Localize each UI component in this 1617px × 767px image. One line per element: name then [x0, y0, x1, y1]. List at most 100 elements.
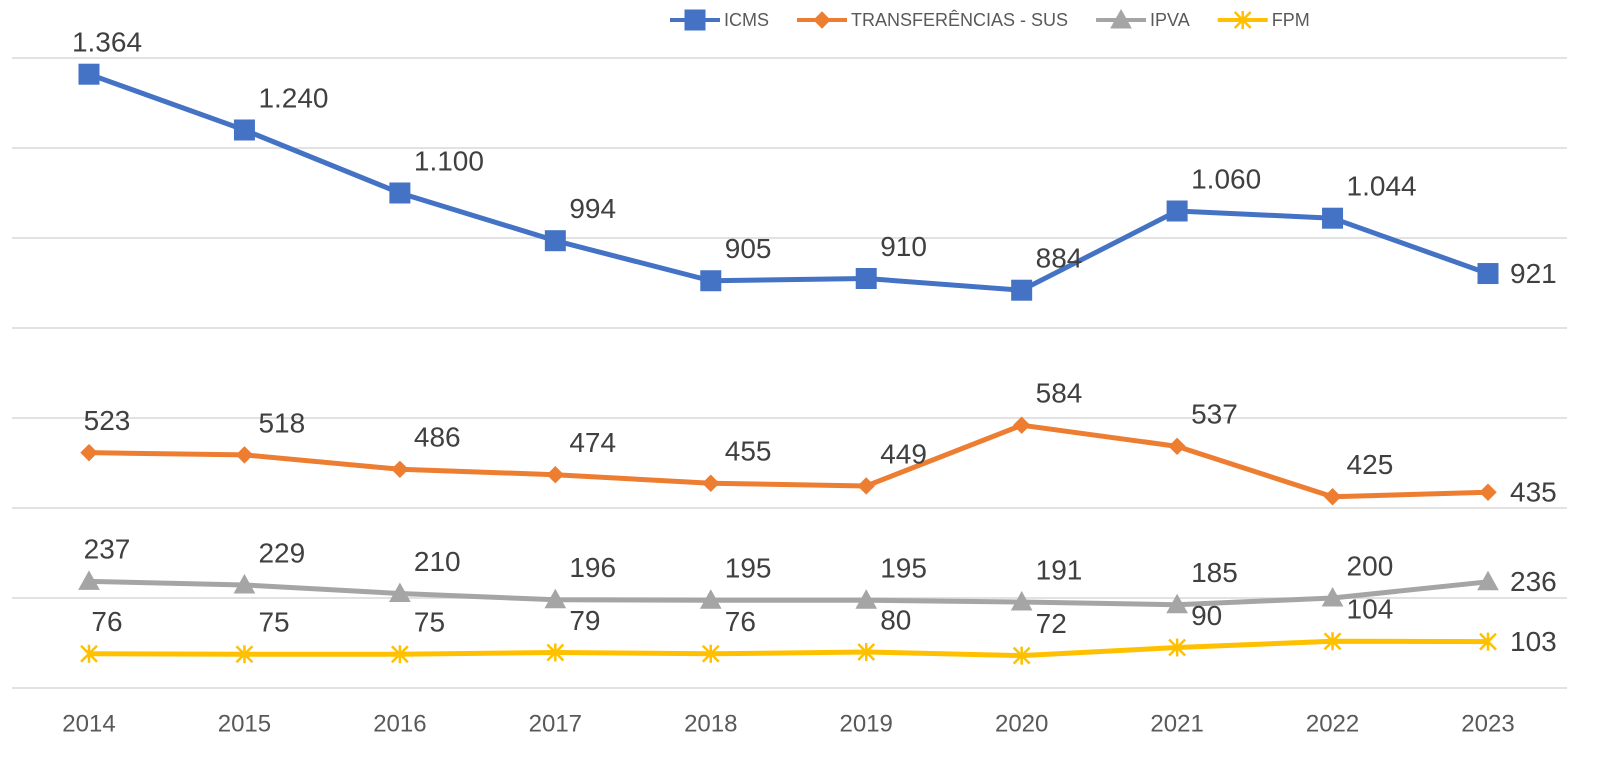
data-label: 1.060: [1191, 163, 1261, 194]
data-label: 455: [725, 436, 772, 467]
marker: [699, 589, 722, 609]
marker: [1477, 570, 1499, 591]
series-line: [88, 71, 1489, 293]
marker: [1477, 263, 1499, 285]
data-label: 229: [258, 537, 305, 568]
data-label: 537: [1191, 399, 1238, 430]
series-line: [88, 578, 1489, 608]
marker: [391, 460, 409, 479]
marker: [78, 570, 100, 590]
marker: [389, 182, 411, 204]
series-line: [88, 638, 1489, 659]
marker: [701, 644, 720, 663]
marker: [702, 474, 720, 492]
x-tick-label: 2018: [684, 710, 737, 737]
data-label: 518: [258, 407, 305, 438]
data-label: 435: [1510, 477, 1557, 508]
x-tick-label: 2015: [218, 710, 271, 737]
marker: [78, 63, 100, 85]
data-label: 210: [414, 546, 461, 577]
marker: [857, 477, 875, 495]
marker: [1168, 437, 1186, 456]
marker: [1012, 646, 1031, 665]
marker: [1322, 207, 1344, 229]
legend-label: FPM: [1272, 10, 1310, 30]
data-label: 75: [414, 607, 445, 638]
marker: [235, 446, 254, 464]
data-label: 921: [1510, 258, 1557, 289]
marker: [80, 644, 98, 663]
marker: [233, 573, 256, 594]
data-label: 905: [725, 233, 772, 264]
data-label: 236: [1510, 566, 1557, 597]
data-label: 474: [569, 427, 616, 458]
x-tick-label: 2020: [995, 710, 1048, 737]
data-label: 523: [84, 405, 131, 436]
data-label: 191: [1036, 554, 1083, 585]
marker: [544, 230, 566, 252]
data-label: 1.100: [414, 145, 484, 176]
marker: [544, 588, 567, 609]
data-label: 910: [880, 231, 927, 262]
marker: [235, 645, 254, 664]
marker: [1012, 416, 1031, 434]
data-label: 72: [1036, 608, 1067, 639]
marker: [1323, 488, 1342, 506]
data-label: 104: [1347, 594, 1394, 625]
marker: [813, 11, 831, 29]
data-label: 200: [1347, 550, 1394, 581]
marker: [855, 589, 878, 609]
marker: [684, 9, 706, 31]
legend-label: ICMS: [724, 10, 769, 30]
x-tick-label: 2021: [1150, 710, 1203, 737]
data-label: 80: [880, 604, 911, 635]
marker: [1479, 632, 1497, 651]
legend-label: IPVA: [1150, 10, 1190, 30]
data-label: 237: [84, 534, 131, 565]
data-label: 195: [725, 553, 772, 584]
legend-item: TRANSFERÊNCIAS - SUS: [797, 10, 1068, 30]
legend-item: IPVA: [1096, 8, 1190, 30]
marker: [80, 443, 98, 462]
marker: [233, 119, 255, 141]
data-label: 76: [725, 606, 756, 637]
series-line: [88, 422, 1489, 500]
marker: [855, 268, 877, 289]
x-tick-label: 2014: [62, 710, 115, 737]
marker: [1166, 593, 1188, 614]
data-label: 79: [569, 605, 600, 636]
data-label: 449: [880, 438, 927, 469]
data-label: 75: [258, 607, 289, 638]
x-tick-label: 2019: [840, 710, 893, 737]
marker: [1110, 8, 1132, 29]
marker: [1011, 279, 1033, 301]
legend-label: TRANSFERÊNCIAS - SUS: [851, 10, 1068, 30]
data-label: 584: [1036, 378, 1083, 409]
data-label: 185: [1191, 557, 1238, 588]
data-label: 196: [569, 552, 616, 583]
data-label: 1.240: [258, 82, 328, 113]
marker: [546, 643, 565, 662]
marker: [1479, 483, 1497, 501]
data-label: 486: [414, 422, 461, 453]
legend-item: ICMS: [670, 9, 769, 31]
data-label: 884: [1036, 243, 1083, 274]
marker: [857, 643, 876, 661]
marker: [700, 270, 722, 292]
marker: [1321, 586, 1344, 607]
legend-item: FPM: [1217, 10, 1310, 30]
data-label: 1.364: [72, 27, 142, 58]
x-tick-label: 2017: [529, 710, 582, 737]
data-label: 425: [1347, 449, 1394, 480]
data-label: 90: [1191, 600, 1222, 631]
x-tick-label: 2022: [1306, 710, 1359, 737]
data-label: 195: [880, 553, 927, 584]
marker: [391, 645, 409, 664]
marker: [1233, 11, 1252, 29]
x-tick-label: 2023: [1461, 710, 1514, 737]
marker: [1010, 591, 1033, 611]
data-label: 103: [1510, 626, 1557, 657]
data-label: 76: [91, 606, 122, 637]
data-label: 1.044: [1347, 171, 1417, 202]
